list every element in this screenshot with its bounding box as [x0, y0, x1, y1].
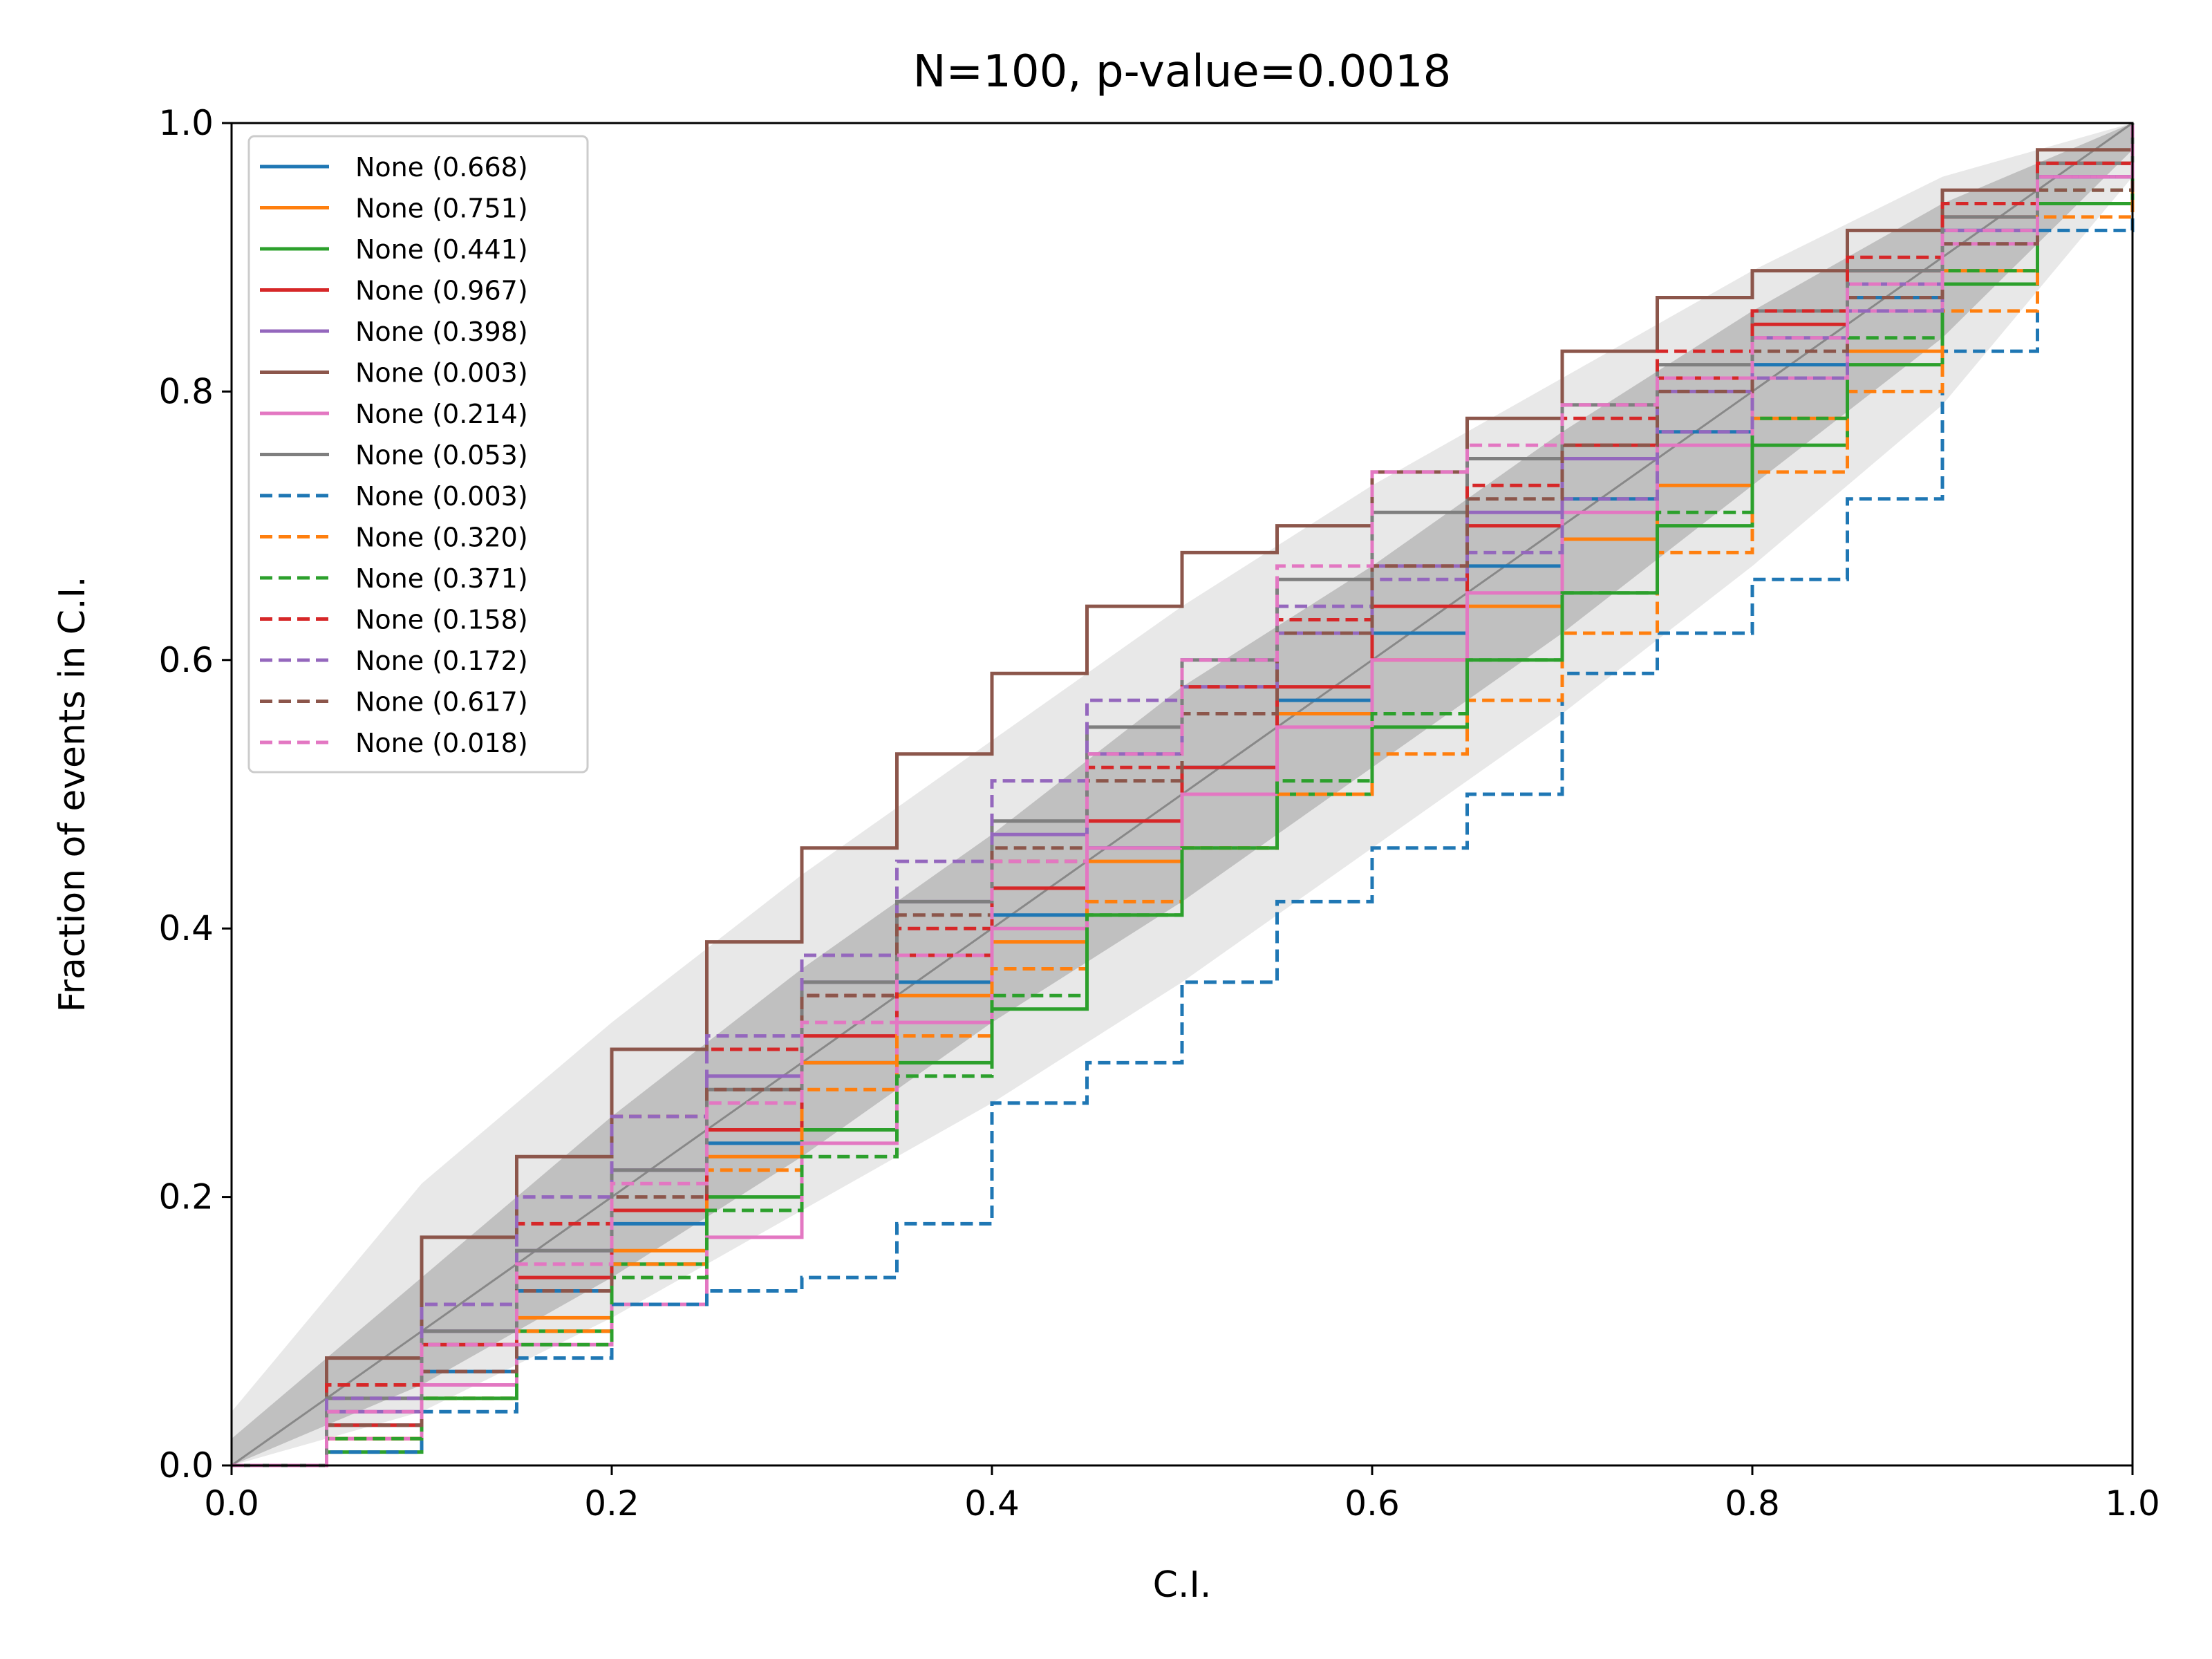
legend-entry: None (0.003): [355, 481, 528, 512]
legend-entry: None (0.158): [355, 605, 528, 635]
y-tick-label: 0.0: [158, 1445, 214, 1485]
series-line-11: [232, 123, 2135, 1468]
y-tick-label: 0.6: [158, 640, 214, 680]
x-tick-label: 0.8: [1725, 1483, 1780, 1524]
y-tick-label: 0.8: [158, 371, 214, 411]
x-tick-label: 0.6: [1344, 1483, 1400, 1524]
x-tick-label: 0.2: [584, 1483, 639, 1524]
y-axis-ticks: 0.0 0.2 0.4 0.6 0.8 1.0: [158, 103, 232, 1485]
legend: None (0.668) None (0.751) None (0.441) None…: [247, 135, 589, 774]
series-line-15: [232, 123, 2135, 1468]
chart-title: N=100, p-value=0.0018: [913, 46, 1452, 97]
legend-entry: None (0.003): [355, 358, 528, 388]
legend-entry: None (0.371): [355, 563, 528, 594]
x-axis-label: C.I.: [1153, 1564, 1212, 1606]
legend-entry: None (0.320): [355, 523, 528, 553]
y-tick-label: 0.2: [158, 1177, 214, 1217]
legend-frame: [247, 135, 589, 774]
x-axis-ticks: 0.0 0.2 0.4 0.6 0.8 1.0: [204, 1465, 2160, 1524]
legend-entry: None (0.668): [355, 152, 528, 182]
plot-area: [230, 122, 2135, 1468]
legend-entry: None (0.172): [355, 646, 528, 676]
legend-entry: None (0.398): [355, 317, 528, 347]
series-lines: [232, 123, 2135, 1468]
x-tick-label: 1.0: [2105, 1483, 2160, 1524]
legend-entry: None (0.617): [355, 687, 528, 718]
x-tick-label: 0.4: [964, 1483, 1020, 1524]
x-tick-label: 0.0: [204, 1483, 259, 1524]
series-line-9: [232, 123, 2135, 1468]
legend-entry: None (0.214): [355, 399, 528, 429]
legend-entry: None (0.751): [355, 194, 528, 224]
legend-entry: None (0.967): [355, 276, 528, 306]
y-tick-label: 0.4: [158, 908, 214, 948]
legend-entry: None (0.053): [355, 440, 528, 471]
y-tick-label: 1.0: [158, 103, 214, 143]
y-axis-label: Fraction of events in C.I.: [52, 576, 93, 1012]
legend-entry: None (0.018): [355, 728, 528, 758]
legend-entry: None (0.441): [355, 234, 528, 265]
plot-frame: [230, 122, 2134, 1467]
